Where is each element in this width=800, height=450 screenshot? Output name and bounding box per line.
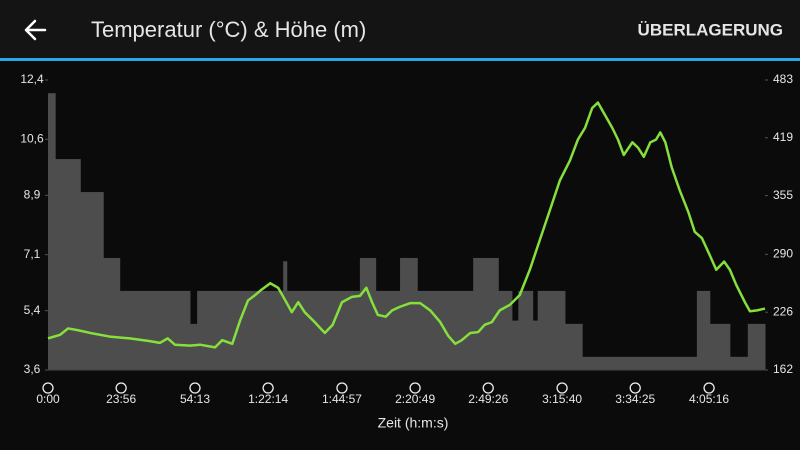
- temperature-step: [55, 159, 81, 370]
- x-axis-label: Zeit (h:m:s): [378, 415, 449, 431]
- temperature-step: [197, 290, 284, 370]
- x-tick-marker: [482, 382, 494, 394]
- temperature-step: [729, 356, 749, 370]
- plot: 3,6 5,4 7,1 8,9 10,6 12,4 162 226 290 355 419 483 0:…: [20, 72, 793, 431]
- temperature-step: [400, 257, 418, 370]
- temperature-step: [532, 320, 539, 370]
- y2-tick-label: 226: [773, 304, 793, 318]
- y2-tick-label: 162: [773, 362, 793, 376]
- x-tick-marker: [189, 382, 201, 394]
- x-tick-marker: [42, 382, 54, 394]
- x-tick-label: 54:13: [180, 392, 210, 406]
- y-tick-label: 8,9: [24, 188, 41, 202]
- temperature-step: [48, 93, 56, 370]
- x-tick-marker: [556, 382, 568, 394]
- temperature-step: [80, 192, 104, 370]
- x-tick-label: 3:34:25: [615, 392, 655, 406]
- elevation-line: [47, 101, 766, 349]
- temperature-step: [498, 290, 513, 370]
- x-tick-marker: [409, 382, 421, 394]
- x-tick-label: 3:15:40: [542, 392, 582, 406]
- temperature-step: [518, 290, 534, 370]
- temperature-step: [283, 261, 288, 370]
- temperature-step: [359, 257, 377, 370]
- temperature-step: [375, 290, 401, 370]
- app-bar: [0, 0, 800, 58]
- y-tick-label: 3,6: [24, 362, 41, 376]
- x-tick-label: 4:05:16: [689, 392, 729, 406]
- temperature-step: [582, 356, 698, 370]
- y2-tick-label: 419: [773, 130, 793, 144]
- app-bar-accent: [0, 58, 800, 61]
- x-tick-label: 2:20:49: [395, 392, 435, 406]
- temperature-step: [189, 323, 198, 370]
- temperature-step: [696, 290, 711, 370]
- temperature-step: [473, 257, 499, 370]
- temperature-step: [537, 290, 566, 370]
- y-tick-label: 10,6: [20, 131, 44, 145]
- temperature-step: [511, 320, 519, 370]
- x-tick-label: 1:22:14: [248, 392, 288, 406]
- temperature-step: [103, 257, 121, 370]
- x-tick-marker: [336, 382, 348, 394]
- y2-tick-label: 355: [773, 188, 793, 202]
- x-tick-marker: [115, 382, 127, 394]
- y-tick-label: 5,4: [24, 303, 41, 317]
- x-tick-label: 23:56: [106, 392, 136, 406]
- temperature-step: [709, 323, 731, 370]
- x-tick-label: 1:44:57: [322, 392, 362, 406]
- x-tick-marker: [629, 382, 641, 394]
- x-tick-label: 2:49:26: [468, 392, 508, 406]
- y2-tick-label: 483: [773, 72, 793, 86]
- temperature-step: [747, 323, 766, 370]
- y2-tick-label: 290: [773, 247, 793, 261]
- back-button[interactable]: [24, 19, 47, 41]
- x-tick-marker: [262, 382, 274, 394]
- screen-title: Temperatur (°C) & Höhe (m): [91, 17, 366, 42]
- x-tick-label: 0:00: [36, 392, 60, 406]
- overlay-button[interactable]: ÜBERLAGERUNG: [638, 20, 783, 39]
- temperature-step: [564, 323, 583, 370]
- y-tick-label: 12,4: [20, 72, 44, 86]
- x-tick-marker: [703, 382, 715, 394]
- y-tick-label: 7,1: [24, 247, 41, 261]
- temperature-step: [119, 290, 191, 370]
